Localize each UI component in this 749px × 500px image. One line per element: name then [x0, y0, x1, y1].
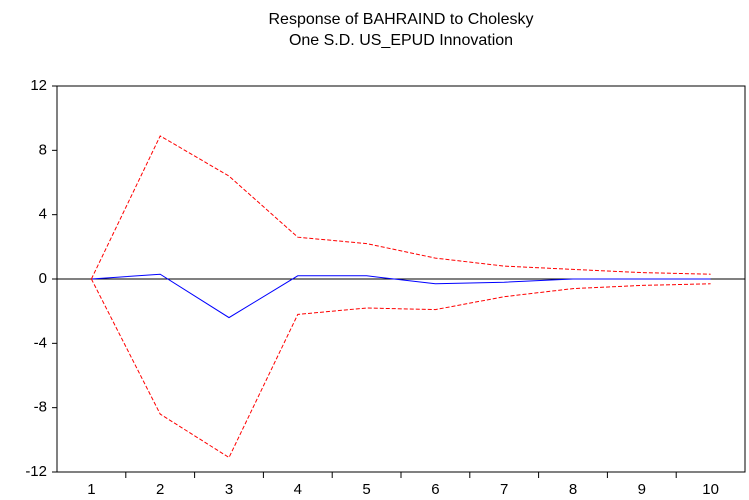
- chart-subtitle: One S.D. US_EPUD Innovation: [289, 32, 513, 49]
- x-tick-label: 1: [87, 481, 95, 498]
- series-line: [90, 278, 711, 459]
- y-tick-label: -4: [34, 334, 47, 351]
- x-tick-label: 9: [638, 481, 646, 498]
- x-tick-label: 6: [431, 481, 439, 498]
- y-tick-label: -8: [34, 399, 47, 416]
- y-tick-label: 12: [30, 77, 47, 94]
- x-tick-label: 5: [362, 481, 370, 498]
- x-tick-label: 10: [702, 481, 719, 498]
- x-tick-label: 2: [156, 481, 164, 498]
- series-line: [90, 135, 711, 280]
- x-tick-label: 8: [569, 481, 577, 498]
- x-tick-label: 3: [225, 481, 233, 498]
- x-tick-label: 7: [500, 481, 508, 498]
- x-tick-label: 4: [294, 481, 302, 498]
- y-tick-label: 0: [39, 270, 47, 287]
- chart-title: Response of BAHRAIND to Cholesky: [269, 11, 534, 28]
- y-tick-label: -12: [25, 463, 47, 480]
- y-tick-label: 8: [39, 141, 47, 158]
- series-line: [91, 273, 711, 319]
- y-tick-label: 4: [39, 206, 47, 223]
